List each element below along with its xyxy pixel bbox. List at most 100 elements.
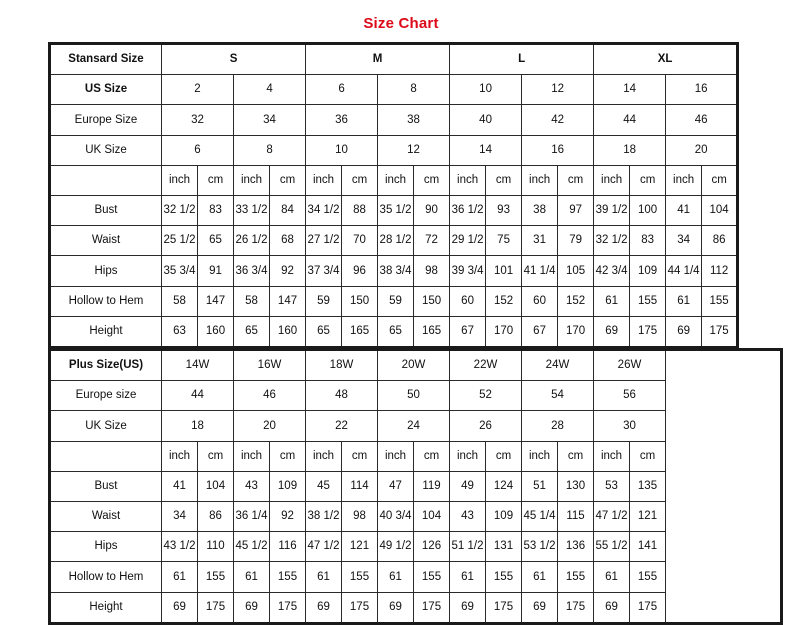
unit-inch: inch: [665, 164, 703, 196]
measure-value: 39 3/4: [449, 255, 487, 287]
measure-value: 35 3/4: [161, 255, 198, 287]
measure-value: 36 1/4: [233, 500, 270, 533]
measure-value: 69: [161, 591, 198, 624]
size-value: 20: [665, 134, 739, 166]
measure-value: 41 1/4: [521, 255, 559, 287]
measure-value: 170: [557, 315, 595, 348]
size-value: 40: [449, 104, 523, 136]
table-row: UK Size 18 20 22 24 26 28 30: [49, 410, 782, 442]
row-label: Height: [49, 315, 162, 348]
measure-value: 119: [413, 470, 450, 502]
size-value: 34: [232, 104, 307, 136]
measure-value: 65: [233, 315, 270, 348]
measure-value: 121: [341, 531, 378, 563]
measure-value: 67: [449, 315, 487, 348]
size-value: 26: [449, 410, 522, 442]
measure-value: 175: [269, 591, 306, 624]
measure-value: 86: [197, 500, 234, 533]
unit-inch: inch: [305, 164, 343, 196]
table-row: Hollow to Hem 58 147 58 147 59 150 59 150 60 152 60…: [49, 285, 739, 317]
size-value: 10: [449, 74, 523, 106]
measure-value: 84: [268, 194, 307, 227]
size-value: 28: [521, 410, 594, 442]
unit-inch: inch: [377, 164, 415, 196]
size-value: 14: [593, 74, 667, 106]
measure-value: 135: [629, 470, 666, 502]
measure-value: 60: [449, 285, 487, 317]
measure-value: 55 1/2: [593, 531, 630, 563]
measure-value: 155: [629, 285, 667, 317]
measure-value: 175: [341, 591, 378, 624]
measure-value: 83: [629, 225, 667, 257]
measure-value: 175: [413, 591, 450, 624]
measure-value: 28 1/2: [377, 225, 415, 257]
row-label: Hollow to Hem: [49, 285, 162, 317]
measure-value: 53: [593, 470, 630, 502]
measure-value: 40 3/4: [377, 500, 414, 533]
measure-value: 109: [269, 470, 306, 502]
measure-value: 69: [449, 591, 486, 624]
measure-value: 104: [197, 470, 234, 502]
measure-value: 141: [629, 531, 666, 563]
measure-value: 147: [268, 285, 307, 317]
unit-cm: cm: [557, 164, 595, 196]
measure-value: 59: [377, 285, 415, 317]
measure-value: 83: [197, 194, 234, 227]
size-value: 46: [665, 104, 739, 136]
measure-value: 170: [485, 315, 523, 348]
measure-value: 44 1/4: [665, 255, 703, 287]
measure-value: 97: [557, 194, 595, 227]
size-value: 8: [377, 74, 451, 106]
measure-value: 155: [629, 561, 666, 593]
measure-value: 160: [268, 315, 307, 348]
size-value: 38: [377, 104, 451, 136]
measure-value: 116: [269, 531, 306, 563]
measure-value: 109: [485, 500, 522, 533]
table-row: Europe Size 32 34 36 38 40 42 44 46: [49, 104, 739, 136]
size-value: 2: [161, 74, 234, 106]
measure-value: 36 3/4: [233, 255, 270, 287]
table-row: inch cm inch cm inch cm inch cm inch cm inch cm inch…: [49, 164, 739, 196]
row-label: UK Size: [49, 134, 162, 166]
measure-value: 98: [341, 500, 378, 533]
unit-inch: inch: [521, 440, 558, 472]
plus-size-22w: 22W: [449, 348, 522, 382]
measure-value: 69: [593, 591, 630, 624]
measure-value: 175: [629, 591, 666, 624]
measure-value: 25 1/2: [161, 225, 198, 257]
measure-value: 43: [233, 470, 270, 502]
size-value: 16: [521, 134, 595, 166]
unit-inch: inch: [161, 440, 198, 472]
row-label: Hollow to Hem: [49, 561, 162, 593]
measure-value: 38: [521, 194, 559, 227]
measure-value: 96: [341, 255, 379, 287]
size-value: 44: [161, 380, 234, 412]
table-row: US Size 2 4 6 8 10 12 14 16: [49, 74, 739, 106]
measure-value: 110: [197, 531, 234, 563]
measure-value: 49: [449, 470, 486, 502]
measure-value: 175: [197, 591, 234, 624]
measure-value: 63: [161, 315, 198, 348]
measure-value: 65: [377, 315, 415, 348]
measure-value: 70: [341, 225, 379, 257]
table-row: Bust 41 104 43 109 45 114 47 119 49 124 51 130 53 135: [49, 470, 782, 502]
measure-value: 45: [305, 470, 342, 502]
table-row: Bust 32 1/2 83 33 1/2 84 34 1/2 88 35 1/2 90 36 1…: [49, 194, 739, 227]
size-value: 20: [233, 410, 306, 442]
measure-value: 100: [629, 194, 667, 227]
measure-value: 61: [305, 561, 342, 593]
measure-value: 175: [629, 315, 667, 348]
measure-value: 51 1/2: [449, 531, 486, 563]
measure-value: 124: [485, 470, 522, 502]
size-value: 10: [305, 134, 379, 166]
measure-value: 91: [197, 255, 234, 287]
unit-inch: inch: [233, 164, 270, 196]
row-label: Height: [49, 591, 162, 624]
plus-size-table: Plus Size(US) 14W 16W 18W 20W 22W 24W 26W Europe…: [48, 348, 783, 625]
table-row: Hips 35 3/4 91 36 3/4 92 37 3/4 96 38 3/4 98 39 3…: [49, 255, 739, 287]
measure-value: 112: [701, 255, 739, 287]
measure-value: 72: [413, 225, 451, 257]
measure-value: 109: [629, 255, 667, 287]
measure-value: 38 1/2: [305, 500, 342, 533]
measure-value: 98: [413, 255, 451, 287]
